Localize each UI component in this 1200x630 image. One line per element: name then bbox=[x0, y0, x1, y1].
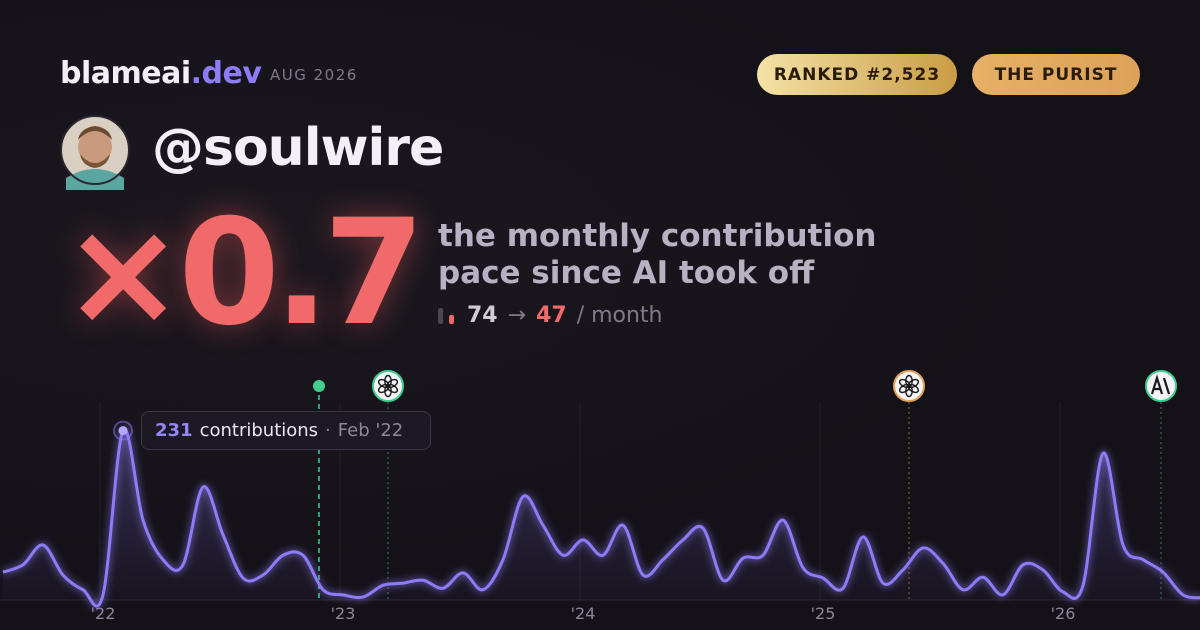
event-icon-petal bbox=[377, 378, 390, 389]
rank-badge: RANKED #2,523 bbox=[757, 54, 957, 95]
highlight-point bbox=[118, 426, 128, 436]
handle: @soulwire bbox=[152, 118, 444, 178]
highlight-ring bbox=[113, 420, 133, 441]
style-badge: THE PURIST bbox=[972, 54, 1140, 95]
x-tick-label: '24 bbox=[571, 604, 596, 623]
brand: blameai.dev bbox=[60, 56, 262, 91]
area bbox=[3, 429, 1200, 606]
description: the monthly contribution bbox=[438, 218, 877, 254]
event-marker bbox=[893, 370, 925, 600]
x-tick-label: '25 bbox=[811, 604, 836, 623]
event-marker bbox=[372, 370, 404, 600]
tooltip-unit: contributions bbox=[199, 420, 319, 441]
event-icon-bg bbox=[1145, 370, 1177, 402]
x-tick-label: '26 bbox=[1051, 604, 1076, 623]
tooltip-separator: · bbox=[325, 420, 331, 441]
event-dot bbox=[313, 380, 325, 392]
brand-name: blameai bbox=[60, 56, 191, 91]
unit: / month bbox=[576, 303, 663, 328]
description: pace since AI took off bbox=[438, 255, 815, 291]
arrow: → bbox=[507, 303, 527, 328]
date: AUG 2026 bbox=[270, 66, 358, 84]
event-marker bbox=[1145, 370, 1177, 600]
multiplier: ×0.7 bbox=[62, 188, 425, 358]
tooltip: 231 contributions · Feb '22 bbox=[141, 411, 431, 450]
line bbox=[2, 427, 1200, 608]
brand-suffix: .dev bbox=[190, 56, 262, 91]
before-value: 74 bbox=[467, 303, 498, 328]
tooltip-value: 231 bbox=[155, 420, 193, 441]
tooltip-date: Feb '22 bbox=[337, 420, 404, 441]
stats-icon bbox=[438, 307, 454, 324]
x-tick-label: '23 bbox=[331, 604, 356, 623]
x-tick-label: '22 bbox=[91, 604, 116, 623]
avatar bbox=[60, 115, 130, 190]
after-value: 47 bbox=[536, 303, 567, 328]
event-icon-glyph bbox=[1150, 374, 1171, 395]
stats: 74 → 47 / month bbox=[437, 303, 663, 328]
event-icon-petal bbox=[898, 378, 911, 389]
event-marker bbox=[313, 380, 325, 600]
